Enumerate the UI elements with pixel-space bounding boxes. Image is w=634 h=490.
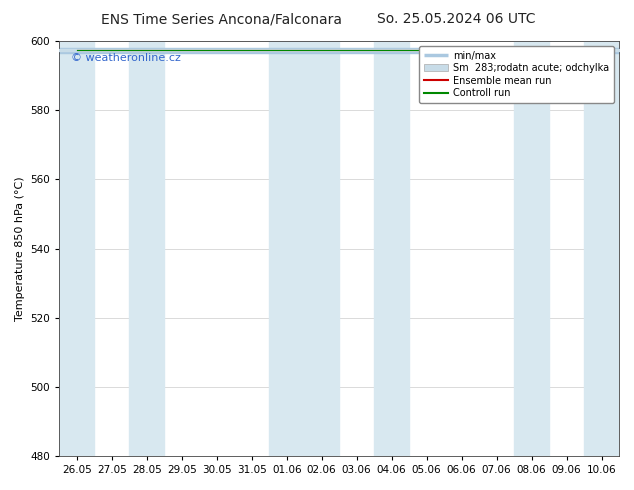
Bar: [60, 41, 94, 456]
Bar: [269, 41, 304, 456]
Text: ENS Time Series Ancona/Falconara: ENS Time Series Ancona/Falconara: [101, 12, 342, 26]
Bar: [584, 41, 619, 456]
Bar: [129, 41, 164, 456]
Bar: [374, 41, 409, 456]
Bar: [304, 41, 339, 456]
Legend: min/max, Sm  283;rodatn acute; odchylka, Ensemble mean run, Controll run: min/max, Sm 283;rodatn acute; odchylka, …: [419, 46, 614, 103]
Y-axis label: Temperature 850 hPa (°C): Temperature 850 hPa (°C): [15, 176, 25, 321]
Bar: [514, 41, 549, 456]
Text: © weatheronline.cz: © weatheronline.cz: [70, 53, 181, 64]
Text: So. 25.05.2024 06 UTC: So. 25.05.2024 06 UTC: [377, 12, 536, 26]
